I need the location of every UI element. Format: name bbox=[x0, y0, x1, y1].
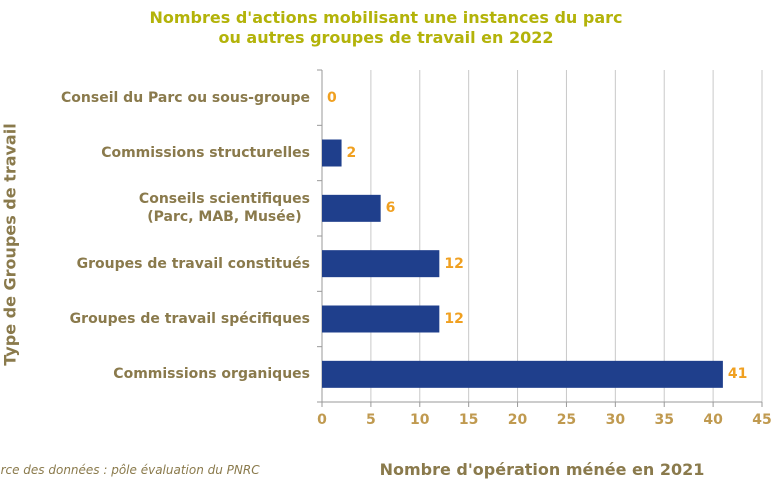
x-tick-label: 25 bbox=[556, 412, 577, 428]
y-tick-label: Conseil du Parc ou sous-groupe bbox=[61, 89, 310, 106]
x-tick-label: 40 bbox=[703, 412, 723, 428]
bar bbox=[322, 139, 342, 167]
x-tick-label: 30 bbox=[605, 412, 626, 428]
x-tick-label: 5 bbox=[366, 412, 376, 428]
bar bbox=[322, 360, 723, 388]
value-label: 2 bbox=[346, 145, 357, 161]
x-tick-label: 45 bbox=[752, 412, 772, 428]
x-tick-label: 35 bbox=[654, 412, 674, 428]
x-tick-label: 0 bbox=[317, 412, 327, 428]
bar bbox=[322, 194, 381, 222]
x-tick-label: 15 bbox=[458, 412, 479, 428]
x-tick-label: 10 bbox=[410, 412, 430, 428]
y-tick-label: Conseils scientifiques (Parc, MAB, Musée… bbox=[138, 191, 310, 226]
bar bbox=[322, 250, 440, 278]
value-label: 12 bbox=[444, 311, 464, 327]
x-axis-label: Nombre d'opération ménée en 2021 bbox=[379, 460, 705, 479]
value-label: 6 bbox=[385, 200, 396, 217]
source-note: Source des données : pôle évaluation du … bbox=[0, 463, 260, 477]
bar bbox=[322, 305, 440, 333]
value-label: 41 bbox=[727, 366, 748, 383]
chart-title: Nombres d'actions mobilisant une instanc… bbox=[149, 8, 623, 47]
y-tick-label: Commissions organiques bbox=[113, 366, 310, 383]
y-tick-label: Groupes de travail spécifiques bbox=[69, 311, 310, 327]
value-label: 12 bbox=[444, 255, 464, 272]
y-tick-label: Commissions structurelles bbox=[101, 145, 310, 161]
x-tick-label: 20 bbox=[507, 412, 528, 428]
y-axis-label: Type de Groupes de travail bbox=[0, 123, 20, 366]
y-tick-label: Groupes de travail constitués bbox=[76, 255, 310, 272]
value-label: 0 bbox=[327, 89, 337, 106]
